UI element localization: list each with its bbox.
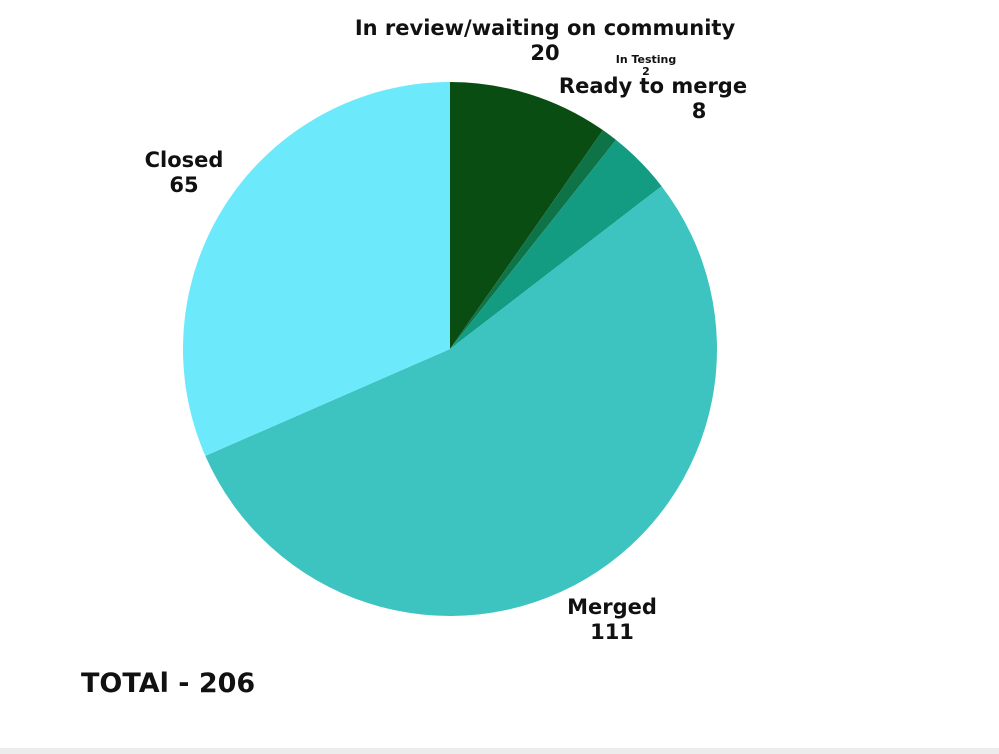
label-closed-value: 65 (169, 173, 199, 198)
label-merged-value: 111 (590, 620, 634, 645)
pie-slice-merged (205, 186, 718, 617)
label-in-testing: In Testing 2 (616, 54, 677, 77)
label-ready-to-merge: Ready to merge 8 (559, 74, 747, 124)
label-ready-to-merge-name: Ready to merge (558, 74, 748, 98)
pie-slice-in-review-waiting-on-community (450, 82, 603, 349)
label-closed: Closed 65 (145, 148, 224, 198)
label-in-testing-name: In Testing (615, 53, 677, 66)
label-merged-name: Merged (567, 595, 657, 619)
total-label: TOTAl - 206 (81, 668, 256, 699)
label-in-review: In review/waiting on community 20 (355, 16, 735, 66)
pie-slice-ready-to-merge (450, 139, 662, 349)
label-closed-name: Closed (144, 148, 224, 172)
label-in-review-value: 20 (530, 41, 560, 66)
pie-slice-in-testing (450, 130, 617, 349)
label-in-review-name: In review/waiting on community (354, 16, 736, 40)
label-in-testing-value: 2 (642, 64, 650, 78)
pie-slice-closed (183, 82, 450, 456)
label-ready-to-merge-value: 8 (691, 99, 707, 124)
label-merged: Merged 111 (567, 595, 657, 645)
bottom-divider (0, 748, 999, 754)
